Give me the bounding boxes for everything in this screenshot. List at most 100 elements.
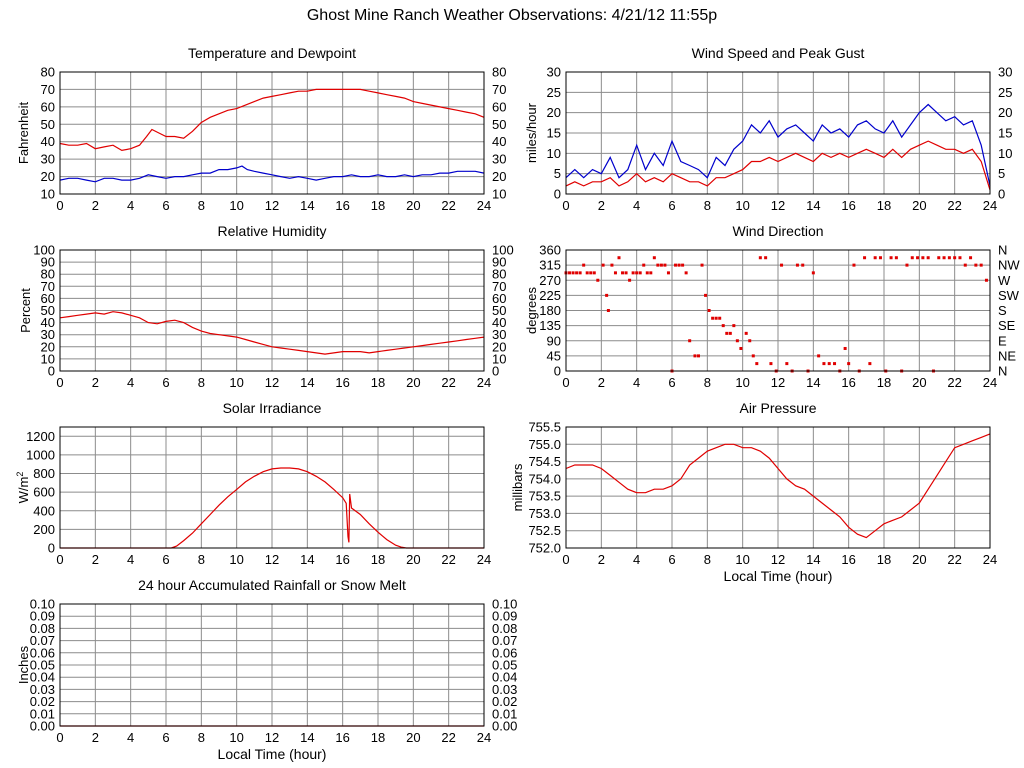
x-tick-label: 10 (229, 198, 243, 213)
plot-frame (59, 249, 485, 372)
data-point (889, 256, 893, 260)
chart-humidity: 0 2 4 6 8 10 12 14 16 18 20 22 240102030405060708090… (18, 223, 514, 390)
y-tick-label: 753.0 (528, 506, 561, 521)
y-tick-label-right: 0.08 (492, 621, 517, 636)
x-tick-label: 18 (371, 730, 385, 745)
y-tick-label-right: NE (998, 348, 1016, 363)
y-tick-label: 15 (547, 126, 561, 141)
data-point (596, 278, 600, 282)
x-tick-label: 24 (477, 375, 491, 390)
y-axis-label: degrees (524, 287, 539, 334)
data-point (847, 362, 851, 366)
x-tick-label: 20 (912, 198, 926, 213)
series-line-blue (59, 165, 485, 183)
y-tick-label-right: E (998, 333, 1007, 348)
x-tick-label: 10 (735, 552, 749, 567)
plot-frame (565, 249, 991, 372)
y-tick-label: 40 (41, 134, 55, 149)
x-tick-label: 18 (877, 552, 891, 567)
y-tick-label-right: 5 (998, 166, 1005, 181)
x-tick-label: 2 (92, 552, 99, 567)
data-point (571, 271, 575, 275)
data-point (638, 271, 642, 275)
data-point (663, 263, 667, 267)
y-tick-label: 70 (41, 82, 55, 97)
x-tick-label: 18 (877, 198, 891, 213)
y-tick-label: 10 (41, 351, 55, 366)
y-tick-label-right: 10 (492, 187, 506, 202)
y-tick-label: 80 (41, 65, 55, 80)
chart-temperature: 0 2 4 6 8 10 12 14 16 18 20 22 241020304050607080102… (16, 45, 506, 213)
y-tick-label: 20 (41, 169, 55, 184)
series-line-red (59, 311, 485, 355)
x-tick-label: 24 (983, 552, 997, 567)
y-tick-label: 0.00 (30, 719, 55, 734)
x-tick-label: 22 (441, 552, 455, 567)
x-tick-label: 14 (300, 375, 314, 390)
x-tick-label: 8 (704, 552, 711, 567)
y-tick-label-right: 10 (492, 351, 506, 366)
y-tick-label-right: 0.06 (492, 645, 517, 660)
series-line-red (59, 88, 485, 152)
data-point (575, 271, 579, 275)
x-tick-label: 6 (668, 552, 675, 567)
x-tick-label: 6 (668, 375, 675, 390)
data-point (697, 354, 700, 358)
data-point (688, 339, 692, 343)
x-tick-label: 14 (806, 375, 820, 390)
x-tick-label: 2 (92, 198, 99, 213)
y-tick-label: 25 (547, 85, 561, 100)
data-point (725, 331, 729, 335)
data-point (592, 271, 596, 275)
data-point (916, 256, 920, 260)
data-point (707, 309, 711, 312)
y-tick-label-right: 0.01 (492, 706, 517, 721)
x-tick-label: 2 (598, 198, 605, 213)
y-tick-label-right: 30 (998, 65, 1012, 80)
y-axis-label: miles/hour (524, 102, 539, 163)
y-tick-label-right: 60 (492, 99, 506, 114)
y-tick-label-right: 0.00 (492, 719, 517, 734)
data-point (894, 256, 898, 260)
y-tick-label-right: 40 (492, 134, 506, 149)
x-tick-label: 6 (162, 552, 169, 567)
y-tick-label-right: SE (998, 318, 1016, 333)
x-tick-label: 18 (877, 375, 891, 390)
y-tick-label-right: 0.10 (492, 597, 517, 612)
x-tick-label: 6 (162, 198, 169, 213)
data-point (953, 256, 957, 260)
data-point (645, 271, 649, 275)
x-tick-label: 4 (127, 730, 134, 745)
data-point (711, 316, 715, 320)
x-tick-label: 20 (912, 552, 926, 567)
panel-title: 24 hour Accumulated Rainfall or Snow Mel… (138, 577, 406, 593)
data-point (652, 256, 656, 260)
x-axis-label: Local Time (hour) (724, 568, 833, 584)
y-tick-label-right: 30 (492, 327, 506, 342)
x-tick-label: 16 (841, 552, 855, 567)
data-point (755, 362, 759, 366)
y-tick-label-right: 30 (492, 152, 506, 167)
data-point (681, 263, 685, 267)
x-tick-label: 18 (371, 198, 385, 213)
y-tick-label-right: 0.09 (492, 609, 517, 624)
y-tick-label: 0 (48, 541, 55, 556)
panel-title: Air Pressure (739, 400, 816, 416)
data-point (704, 293, 708, 297)
data-point (677, 263, 681, 267)
data-point (822, 362, 826, 366)
y-tick-label: 755.0 (528, 437, 561, 452)
page-title: Ghost Mine Ranch Weather Observations: 4… (306, 7, 718, 24)
x-tick-label: 14 (300, 730, 314, 745)
y-axis-label: millibars (510, 463, 525, 511)
data-point (732, 324, 736, 328)
y-tick-label-right: 25 (998, 85, 1012, 100)
data-point (937, 256, 941, 260)
data-point (568, 271, 572, 275)
data-point (926, 256, 930, 260)
panel-title: Solar Irradiance (223, 400, 322, 416)
x-tick-label: 12 (265, 198, 279, 213)
data-point (700, 263, 704, 267)
plot-frame (59, 603, 485, 727)
